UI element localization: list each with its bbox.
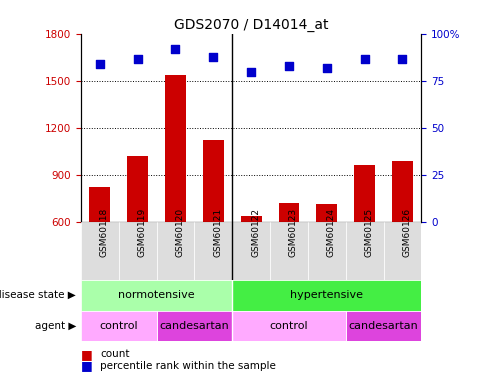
Bar	[308, 222, 346, 280]
Bar	[346, 310, 421, 341]
Bar	[195, 222, 232, 280]
Bar	[346, 222, 384, 280]
Text: control: control	[270, 321, 308, 331]
Text: candesartan: candesartan	[159, 321, 229, 331]
Text: GSM60122: GSM60122	[251, 208, 260, 256]
Point	[209, 54, 217, 60]
Point	[361, 56, 368, 62]
Text: GSM60123: GSM60123	[289, 207, 298, 256]
Point	[134, 56, 142, 62]
Bar	[127, 156, 148, 222]
Text: ■: ■	[81, 359, 93, 372]
Text: GSM60121: GSM60121	[213, 207, 222, 256]
Bar	[165, 75, 186, 222]
Text: GSM60124: GSM60124	[327, 208, 336, 256]
Bar	[384, 222, 421, 280]
Bar	[232, 310, 346, 341]
Bar	[232, 280, 421, 310]
Text: GSM60118: GSM60118	[100, 207, 109, 257]
Bar	[119, 222, 156, 280]
Bar	[317, 204, 337, 222]
Point	[285, 63, 293, 69]
Text: hypertensive: hypertensive	[290, 290, 363, 300]
Text: control: control	[99, 321, 138, 331]
Bar	[354, 165, 375, 222]
Bar	[278, 203, 299, 222]
Bar	[392, 160, 413, 222]
Text: ■: ■	[81, 348, 93, 361]
Bar	[81, 310, 156, 341]
Bar	[89, 187, 110, 222]
Text: count: count	[100, 350, 130, 359]
Bar	[270, 222, 308, 280]
Text: GSM60125: GSM60125	[365, 207, 374, 256]
Bar	[232, 222, 270, 280]
Point	[398, 56, 406, 62]
Bar	[241, 216, 262, 222]
Bar	[156, 222, 195, 280]
Text: candesartan: candesartan	[349, 321, 418, 331]
Bar	[81, 222, 119, 280]
Bar	[156, 310, 232, 341]
Point	[96, 61, 104, 67]
Title: GDS2070 / D14014_at: GDS2070 / D14014_at	[174, 18, 328, 32]
Text: GSM60120: GSM60120	[175, 207, 184, 256]
Text: GSM60126: GSM60126	[402, 207, 412, 256]
Bar	[203, 140, 224, 222]
Point	[323, 65, 331, 71]
Point	[172, 46, 179, 52]
Text: agent ▶: agent ▶	[35, 321, 76, 331]
Text: percentile rank within the sample: percentile rank within the sample	[100, 361, 276, 370]
Bar	[81, 280, 232, 310]
Point	[247, 69, 255, 75]
Text: normotensive: normotensive	[118, 290, 195, 300]
Text: disease state ▶: disease state ▶	[0, 290, 76, 300]
Text: GSM60119: GSM60119	[138, 207, 147, 257]
